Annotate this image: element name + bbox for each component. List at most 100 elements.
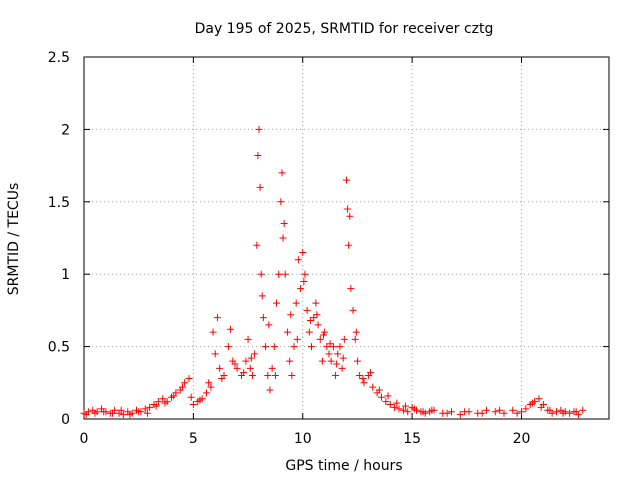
data-point — [535, 395, 543, 403]
data-point — [256, 183, 264, 191]
data-point — [233, 364, 241, 372]
data-point — [333, 360, 341, 368]
data-point — [329, 343, 337, 351]
data-point — [196, 396, 204, 404]
plot-frame — [83, 56, 610, 420]
data-point — [386, 401, 394, 409]
data-point — [325, 350, 333, 358]
data-point — [143, 409, 151, 417]
data-point — [353, 357, 361, 365]
data-point — [246, 364, 254, 372]
data-point — [340, 335, 348, 343]
data-point — [266, 386, 274, 394]
data-point — [271, 372, 279, 380]
data-point — [255, 125, 263, 133]
data-point — [509, 406, 517, 414]
y-tick-label: 1.5 — [48, 195, 70, 211]
y-tick-label: 2 — [61, 122, 70, 138]
data-point — [152, 402, 160, 410]
data-point — [347, 285, 355, 293]
data-point — [248, 372, 256, 380]
y-tick-label: 2.5 — [48, 50, 70, 66]
data-point — [559, 409, 567, 417]
data-point — [288, 372, 296, 380]
x-tick-label: 10 — [294, 431, 312, 447]
data-point — [443, 409, 451, 417]
data-point — [251, 350, 259, 358]
data-point — [391, 403, 399, 411]
data-point — [290, 343, 298, 351]
data-point — [268, 364, 276, 372]
data-point — [359, 374, 367, 382]
data-point — [339, 354, 347, 362]
data-point — [257, 270, 265, 278]
data-point — [283, 328, 291, 336]
data-point — [375, 386, 383, 394]
data-point — [154, 398, 162, 406]
data-point — [336, 343, 344, 351]
data-point — [270, 343, 278, 351]
data-point — [352, 328, 360, 336]
data-point — [360, 379, 368, 387]
data-point — [287, 311, 295, 319]
y-tick-label: 1 — [61, 267, 70, 283]
data-point — [213, 314, 221, 322]
data-point — [211, 350, 219, 358]
data-point — [456, 411, 464, 419]
data-point — [367, 369, 375, 377]
data-point — [343, 176, 350, 184]
data-point — [135, 408, 143, 416]
data-point — [448, 408, 455, 416]
data-point — [572, 408, 580, 416]
data-point — [119, 411, 127, 419]
data-point — [242, 357, 250, 365]
data-point — [522, 405, 530, 413]
data-point — [320, 331, 328, 339]
data-point — [410, 405, 418, 413]
y-axis-label: SRMTID / TECUs — [6, 183, 22, 296]
data-point — [240, 369, 248, 377]
data-point — [273, 299, 280, 307]
data-point — [207, 383, 215, 391]
data-point — [300, 277, 308, 285]
data-point — [518, 408, 525, 416]
data-point — [537, 403, 545, 411]
data-point — [318, 357, 326, 365]
data-point — [419, 408, 427, 416]
data-point — [312, 299, 320, 307]
data-point — [277, 198, 285, 206]
data-point — [491, 408, 499, 416]
data-point — [258, 292, 266, 300]
data-point — [170, 392, 178, 400]
data-point — [181, 379, 189, 387]
y-tick-label: 0.5 — [48, 340, 70, 356]
data-point — [303, 306, 311, 314]
grid-lines — [84, 57, 609, 419]
data-point — [205, 379, 213, 387]
data-point — [146, 403, 154, 411]
data-point — [546, 406, 554, 414]
data-point — [384, 392, 392, 400]
data-point — [305, 328, 313, 336]
data-points — [80, 125, 587, 419]
data-point — [279, 234, 287, 242]
x-tick-label: 15 — [403, 431, 421, 447]
data-point — [259, 314, 267, 322]
data-point — [224, 343, 232, 351]
data-point — [292, 299, 300, 307]
data-point — [227, 325, 235, 333]
data-point — [278, 169, 286, 177]
data-point — [326, 340, 334, 348]
data-point — [513, 409, 521, 417]
x-axis-label: GPS time / hours — [285, 458, 402, 474]
data-point — [528, 399, 536, 407]
data-point — [327, 357, 335, 365]
data-point — [100, 408, 108, 416]
data-point — [323, 343, 331, 351]
data-point — [294, 256, 302, 264]
data-point — [231, 360, 239, 368]
data-point — [244, 335, 252, 343]
data-point — [313, 311, 321, 319]
x-tick-label: 5 — [189, 431, 198, 447]
data-point — [209, 328, 217, 336]
